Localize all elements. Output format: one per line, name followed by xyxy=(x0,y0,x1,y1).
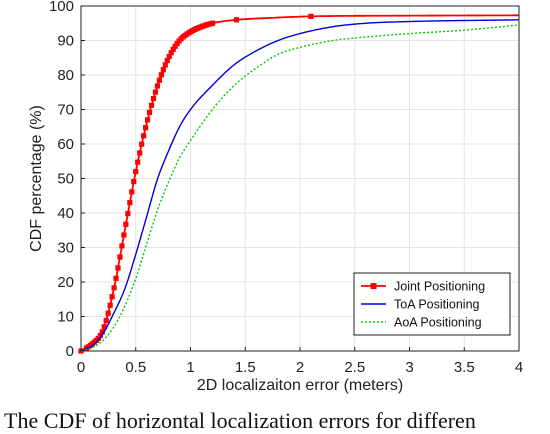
y-tick-label: 40 xyxy=(57,205,74,222)
series-marker xyxy=(121,232,127,238)
legend-label: ToA Positioning xyxy=(394,298,480,312)
x-tick-label: 0 xyxy=(77,359,85,376)
series-marker xyxy=(95,335,101,341)
series-marker xyxy=(137,150,143,156)
series-marker xyxy=(164,57,170,64)
series-layer xyxy=(78,13,520,354)
y-tick-label: 10 xyxy=(57,309,74,326)
series-marker xyxy=(99,329,105,335)
series-marker xyxy=(103,317,109,324)
legend-marker xyxy=(370,283,377,289)
cdf-chart: 0 0.5 1 1.5 2 2.5 3 3.5 40102030405060708090100 … xyxy=(28,0,523,394)
series-line-1 xyxy=(80,19,520,352)
series-marker xyxy=(143,125,149,131)
series-marker xyxy=(101,324,107,330)
series-marker xyxy=(135,159,141,165)
series-marker xyxy=(162,62,168,68)
series-line-2 xyxy=(80,24,520,352)
series-marker xyxy=(148,102,155,108)
x-tick-label: 1.5 xyxy=(235,359,256,376)
series-marker xyxy=(133,169,139,175)
series-marker xyxy=(105,310,111,316)
series-marker xyxy=(156,77,163,83)
series-marker xyxy=(127,200,133,206)
series-marker xyxy=(166,53,172,60)
series-marker xyxy=(210,20,216,26)
series-marker xyxy=(172,43,178,49)
y-axis-title: CDF percentage (%) xyxy=(28,105,45,252)
series-marker xyxy=(109,294,115,300)
x-tick-label: 3.5 xyxy=(454,359,475,376)
x-tick-label: 4 xyxy=(515,359,523,376)
x-tick-label: 0.5 xyxy=(125,359,146,376)
series-marker xyxy=(129,189,135,195)
series-marker xyxy=(152,89,159,95)
y-tick-label: 30 xyxy=(57,240,74,257)
x-tick-label: 2.5 xyxy=(344,359,365,376)
x-axis-title: 2D localizaiton error (meters) xyxy=(197,377,403,394)
series-marker xyxy=(97,333,103,339)
series-marker xyxy=(144,117,151,123)
y-tick-label: 60 xyxy=(57,136,74,153)
series-marker xyxy=(141,133,147,139)
series-marker xyxy=(125,210,131,217)
y-tick-label: 50 xyxy=(57,171,74,188)
legend-label: Joint Positioning xyxy=(394,280,485,294)
series-marker xyxy=(233,17,240,23)
y-tick-label: 90 xyxy=(57,33,74,50)
series-marker xyxy=(123,221,129,227)
y-tick-label: 20 xyxy=(57,274,74,291)
y-tick-label: 0 xyxy=(66,343,74,360)
series-marker xyxy=(158,72,164,78)
y-tick-label: 70 xyxy=(57,102,74,119)
x-tick-label: 1 xyxy=(186,359,194,376)
series-marker xyxy=(119,243,125,249)
series-marker xyxy=(170,46,176,52)
series-marker xyxy=(107,302,113,308)
series-marker xyxy=(117,254,123,260)
series-marker xyxy=(168,50,174,56)
y-tick-label: 80 xyxy=(57,67,74,84)
x-tick-label: 3 xyxy=(405,359,413,376)
legend: Joint Positioning ToA Positioning AoA Posi… xyxy=(353,272,511,336)
figure-caption: The CDF of horizontal localization error… xyxy=(4,408,476,433)
x-tick-label: 2 xyxy=(296,359,304,376)
grid xyxy=(80,5,520,352)
series-marker xyxy=(115,265,121,271)
series-marker xyxy=(113,275,119,281)
series-marker xyxy=(150,95,157,102)
series-marker xyxy=(308,13,314,19)
legend-label: AoA Positioning xyxy=(394,316,482,330)
series-marker xyxy=(131,178,137,185)
series-marker xyxy=(111,285,117,291)
series-marker xyxy=(160,67,166,73)
series-marker xyxy=(146,109,153,116)
series-marker xyxy=(139,141,145,147)
y-tick-label: 100 xyxy=(49,0,74,15)
series-marker xyxy=(154,83,161,89)
